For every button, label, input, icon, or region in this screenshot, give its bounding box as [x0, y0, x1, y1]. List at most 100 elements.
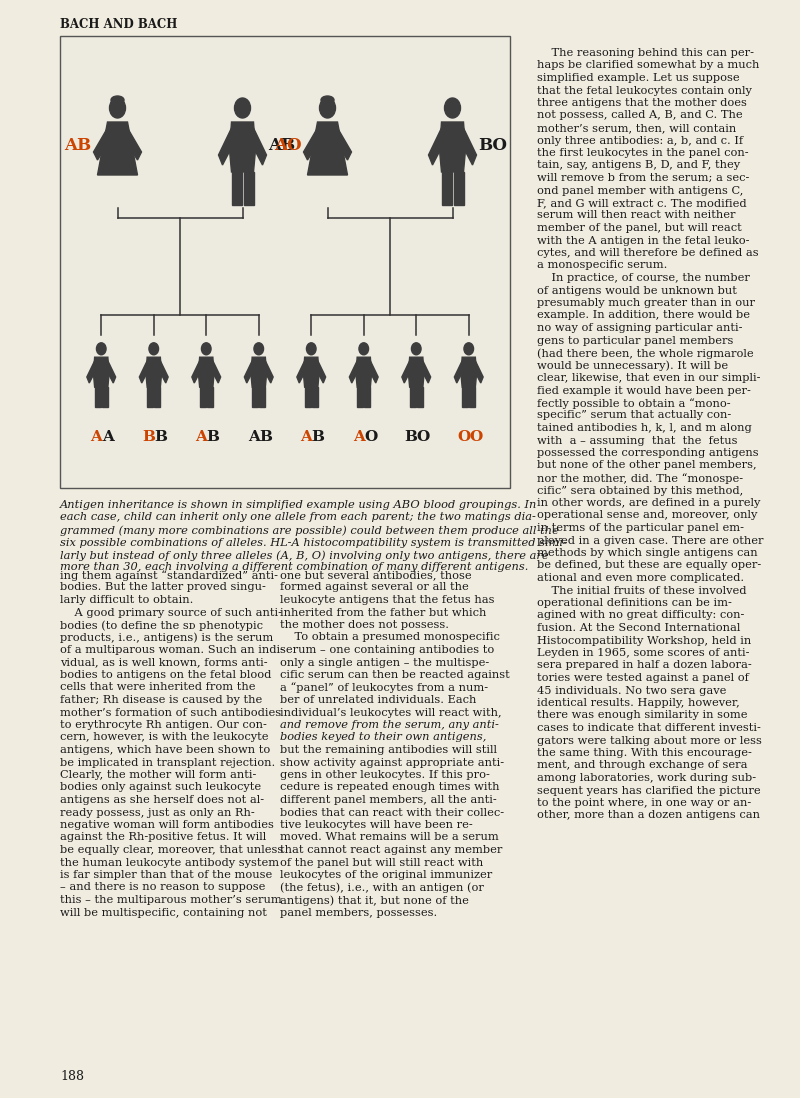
Text: among laboratories, work during sub-: among laboratories, work during sub-	[537, 773, 756, 783]
Text: O: O	[364, 430, 378, 444]
Text: BO: BO	[478, 136, 507, 154]
Polygon shape	[312, 388, 318, 407]
Polygon shape	[410, 388, 416, 407]
Text: will be multispecific, containing not: will be multispecific, containing not	[60, 908, 267, 918]
Text: B: B	[206, 430, 220, 444]
Text: but none of the other panel members,: but none of the other panel members,	[537, 460, 757, 471]
Text: other, more than a dozen antigens can: other, more than a dozen antigens can	[537, 810, 760, 820]
Text: each case, child can inherit only one allele from each parent; the two matings d: each case, child can inherit only one al…	[60, 513, 536, 523]
Polygon shape	[462, 388, 468, 407]
Text: tain, say, antigens B, D, and F, they: tain, say, antigens B, D, and F, they	[537, 160, 740, 170]
Text: this – the multiparous mother’s serum: this – the multiparous mother’s serum	[60, 895, 282, 905]
Text: A: A	[195, 430, 207, 444]
Ellipse shape	[111, 96, 124, 104]
Polygon shape	[243, 172, 254, 205]
Text: sera prepared in half a dozen labora-: sera prepared in half a dozen labora-	[537, 661, 752, 671]
Polygon shape	[251, 357, 266, 388]
Text: larly difficult to obtain.: larly difficult to obtain.	[60, 595, 194, 605]
Text: B: B	[259, 430, 272, 444]
Text: larly but instead of only three alleles (A, B, O) involving only two antigens, t: larly but instead of only three alleles …	[60, 550, 549, 561]
Text: agined with no great difficulty: con-: agined with no great difficulty: con-	[537, 610, 744, 620]
Text: In practice, of course, the number: In practice, of course, the number	[537, 273, 750, 283]
Ellipse shape	[254, 343, 263, 355]
Text: Histocompatibility Workshop, held in: Histocompatibility Workshop, held in	[537, 636, 751, 646]
Text: leukocyte antigens that the fetus has: leukocyte antigens that the fetus has	[280, 595, 494, 605]
Text: antigens as she herself does not al-: antigens as she herself does not al-	[60, 795, 264, 805]
Text: cific” sera obtained by this method,: cific” sera obtained by this method,	[537, 485, 743, 495]
Text: ing them against “standardized” anti-: ing them against “standardized” anti-	[60, 570, 278, 581]
Polygon shape	[297, 361, 307, 383]
Text: clear, likewise, that even in our simpli-: clear, likewise, that even in our simpli…	[537, 373, 761, 383]
Polygon shape	[442, 172, 451, 205]
Text: B: B	[154, 430, 167, 444]
Polygon shape	[409, 357, 424, 388]
Text: would be unnecessary). It will be: would be unnecessary). It will be	[537, 360, 728, 371]
Text: presumably much greater than in our: presumably much greater than in our	[537, 298, 755, 309]
Text: ment, and through exchange of sera: ment, and through exchange of sera	[537, 761, 747, 771]
Ellipse shape	[359, 343, 369, 355]
Text: O: O	[457, 430, 470, 444]
Text: of the panel but will still react with: of the panel but will still react with	[280, 858, 483, 867]
Polygon shape	[192, 361, 202, 383]
Polygon shape	[459, 128, 477, 165]
Text: 188: 188	[60, 1069, 84, 1083]
Text: but the remaining antibodies will still: but the remaining antibodies will still	[280, 746, 497, 755]
Polygon shape	[106, 361, 116, 383]
Polygon shape	[98, 122, 138, 175]
Text: different panel members, all the anti-: different panel members, all the anti-	[280, 795, 497, 805]
Text: B: B	[312, 430, 325, 444]
Text: and remove from the serum, any anti-: and remove from the serum, any anti-	[280, 720, 499, 730]
Text: sequent years has clarified the picture: sequent years has clarified the picture	[537, 785, 761, 795]
Polygon shape	[421, 361, 430, 383]
Text: of antigens would be unknown but: of antigens would be unknown but	[537, 285, 737, 295]
Text: six possible combinations of alleles. HL-A histocompatibility system is transmit: six possible combinations of alleles. HL…	[60, 538, 567, 548]
Text: only three antibodies: a, b, and c. If: only three antibodies: a, b, and c. If	[537, 135, 743, 146]
Text: bodies (to define the sᴅ phenotypic: bodies (to define the sᴅ phenotypic	[60, 620, 263, 630]
Polygon shape	[198, 357, 214, 388]
Ellipse shape	[110, 98, 126, 117]
Text: cern, however, is with the leukocyte: cern, however, is with the leukocyte	[60, 732, 269, 742]
Text: ational and even more complicated.: ational and even more complicated.	[537, 573, 744, 583]
Polygon shape	[334, 128, 351, 160]
Text: (the fetus), i.e., with an antigen (or: (the fetus), i.e., with an antigen (or	[280, 883, 484, 893]
Text: A: A	[102, 430, 114, 444]
Polygon shape	[454, 361, 465, 383]
Text: methods by which single antigens can: methods by which single antigens can	[537, 548, 758, 558]
Ellipse shape	[149, 343, 158, 355]
Text: a monospecific serum.: a monospecific serum.	[537, 260, 667, 270]
Text: formed against several or all the: formed against several or all the	[280, 583, 469, 593]
Text: more than 30, each involving a different combination of many different antigens.: more than 30, each involving a different…	[60, 562, 528, 572]
Text: cases to indicate that different investi-: cases to indicate that different investi…	[537, 722, 761, 733]
Text: with  a – assuming  that  the  fetus: with a – assuming that the fetus	[537, 436, 738, 446]
Text: to the point where, in one way or an-: to the point where, in one way or an-	[537, 798, 751, 808]
Polygon shape	[158, 361, 168, 383]
Polygon shape	[429, 128, 446, 165]
Text: 45 individuals. No two sera gave: 45 individuals. No two sera gave	[537, 685, 726, 695]
Text: of a multiparous woman. Such an indi-: of a multiparous woman. Such an indi-	[60, 645, 284, 656]
Polygon shape	[402, 361, 412, 383]
Text: products, i.e., antigens) is the serum: products, i.e., antigens) is the serum	[60, 632, 274, 643]
Text: operational definitions can be im-: operational definitions can be im-	[537, 598, 732, 608]
Text: A: A	[353, 430, 365, 444]
Text: no way of assigning particular anti-: no way of assigning particular anti-	[537, 323, 742, 333]
Text: specific” serum that actually con-: specific” serum that actually con-	[537, 411, 731, 421]
Polygon shape	[417, 388, 423, 407]
Ellipse shape	[411, 343, 421, 355]
Text: bodies only against such leukocyte: bodies only against such leukocyte	[60, 783, 261, 793]
Text: F, and G will extract c. The modified: F, and G will extract c. The modified	[537, 198, 746, 208]
Text: in terms of the particular panel em-: in terms of the particular panel em-	[537, 523, 744, 533]
Text: antigens) that it, but none of the: antigens) that it, but none of the	[280, 895, 469, 906]
Ellipse shape	[445, 98, 461, 117]
Polygon shape	[454, 172, 463, 205]
Text: mother’s formation of such antibodies: mother’s formation of such antibodies	[60, 707, 281, 717]
Polygon shape	[356, 357, 371, 388]
Polygon shape	[231, 172, 242, 205]
Text: panel members, possesses.: panel members, possesses.	[280, 908, 438, 918]
Text: the mother does not possess.: the mother does not possess.	[280, 620, 449, 630]
Text: bodies that can react with their collec-: bodies that can react with their collec-	[280, 807, 504, 818]
Polygon shape	[207, 388, 213, 407]
Ellipse shape	[319, 98, 335, 117]
Text: grammed (many more combinations are possible) could between them produce all the: grammed (many more combinations are poss…	[60, 525, 559, 536]
Text: Antigen inheritance is shown in simplified example using ABO blood groupings. In: Antigen inheritance is shown in simplifi…	[60, 500, 538, 509]
Text: against the Rh-positive fetus. It will: against the Rh-positive fetus. It will	[60, 832, 266, 842]
